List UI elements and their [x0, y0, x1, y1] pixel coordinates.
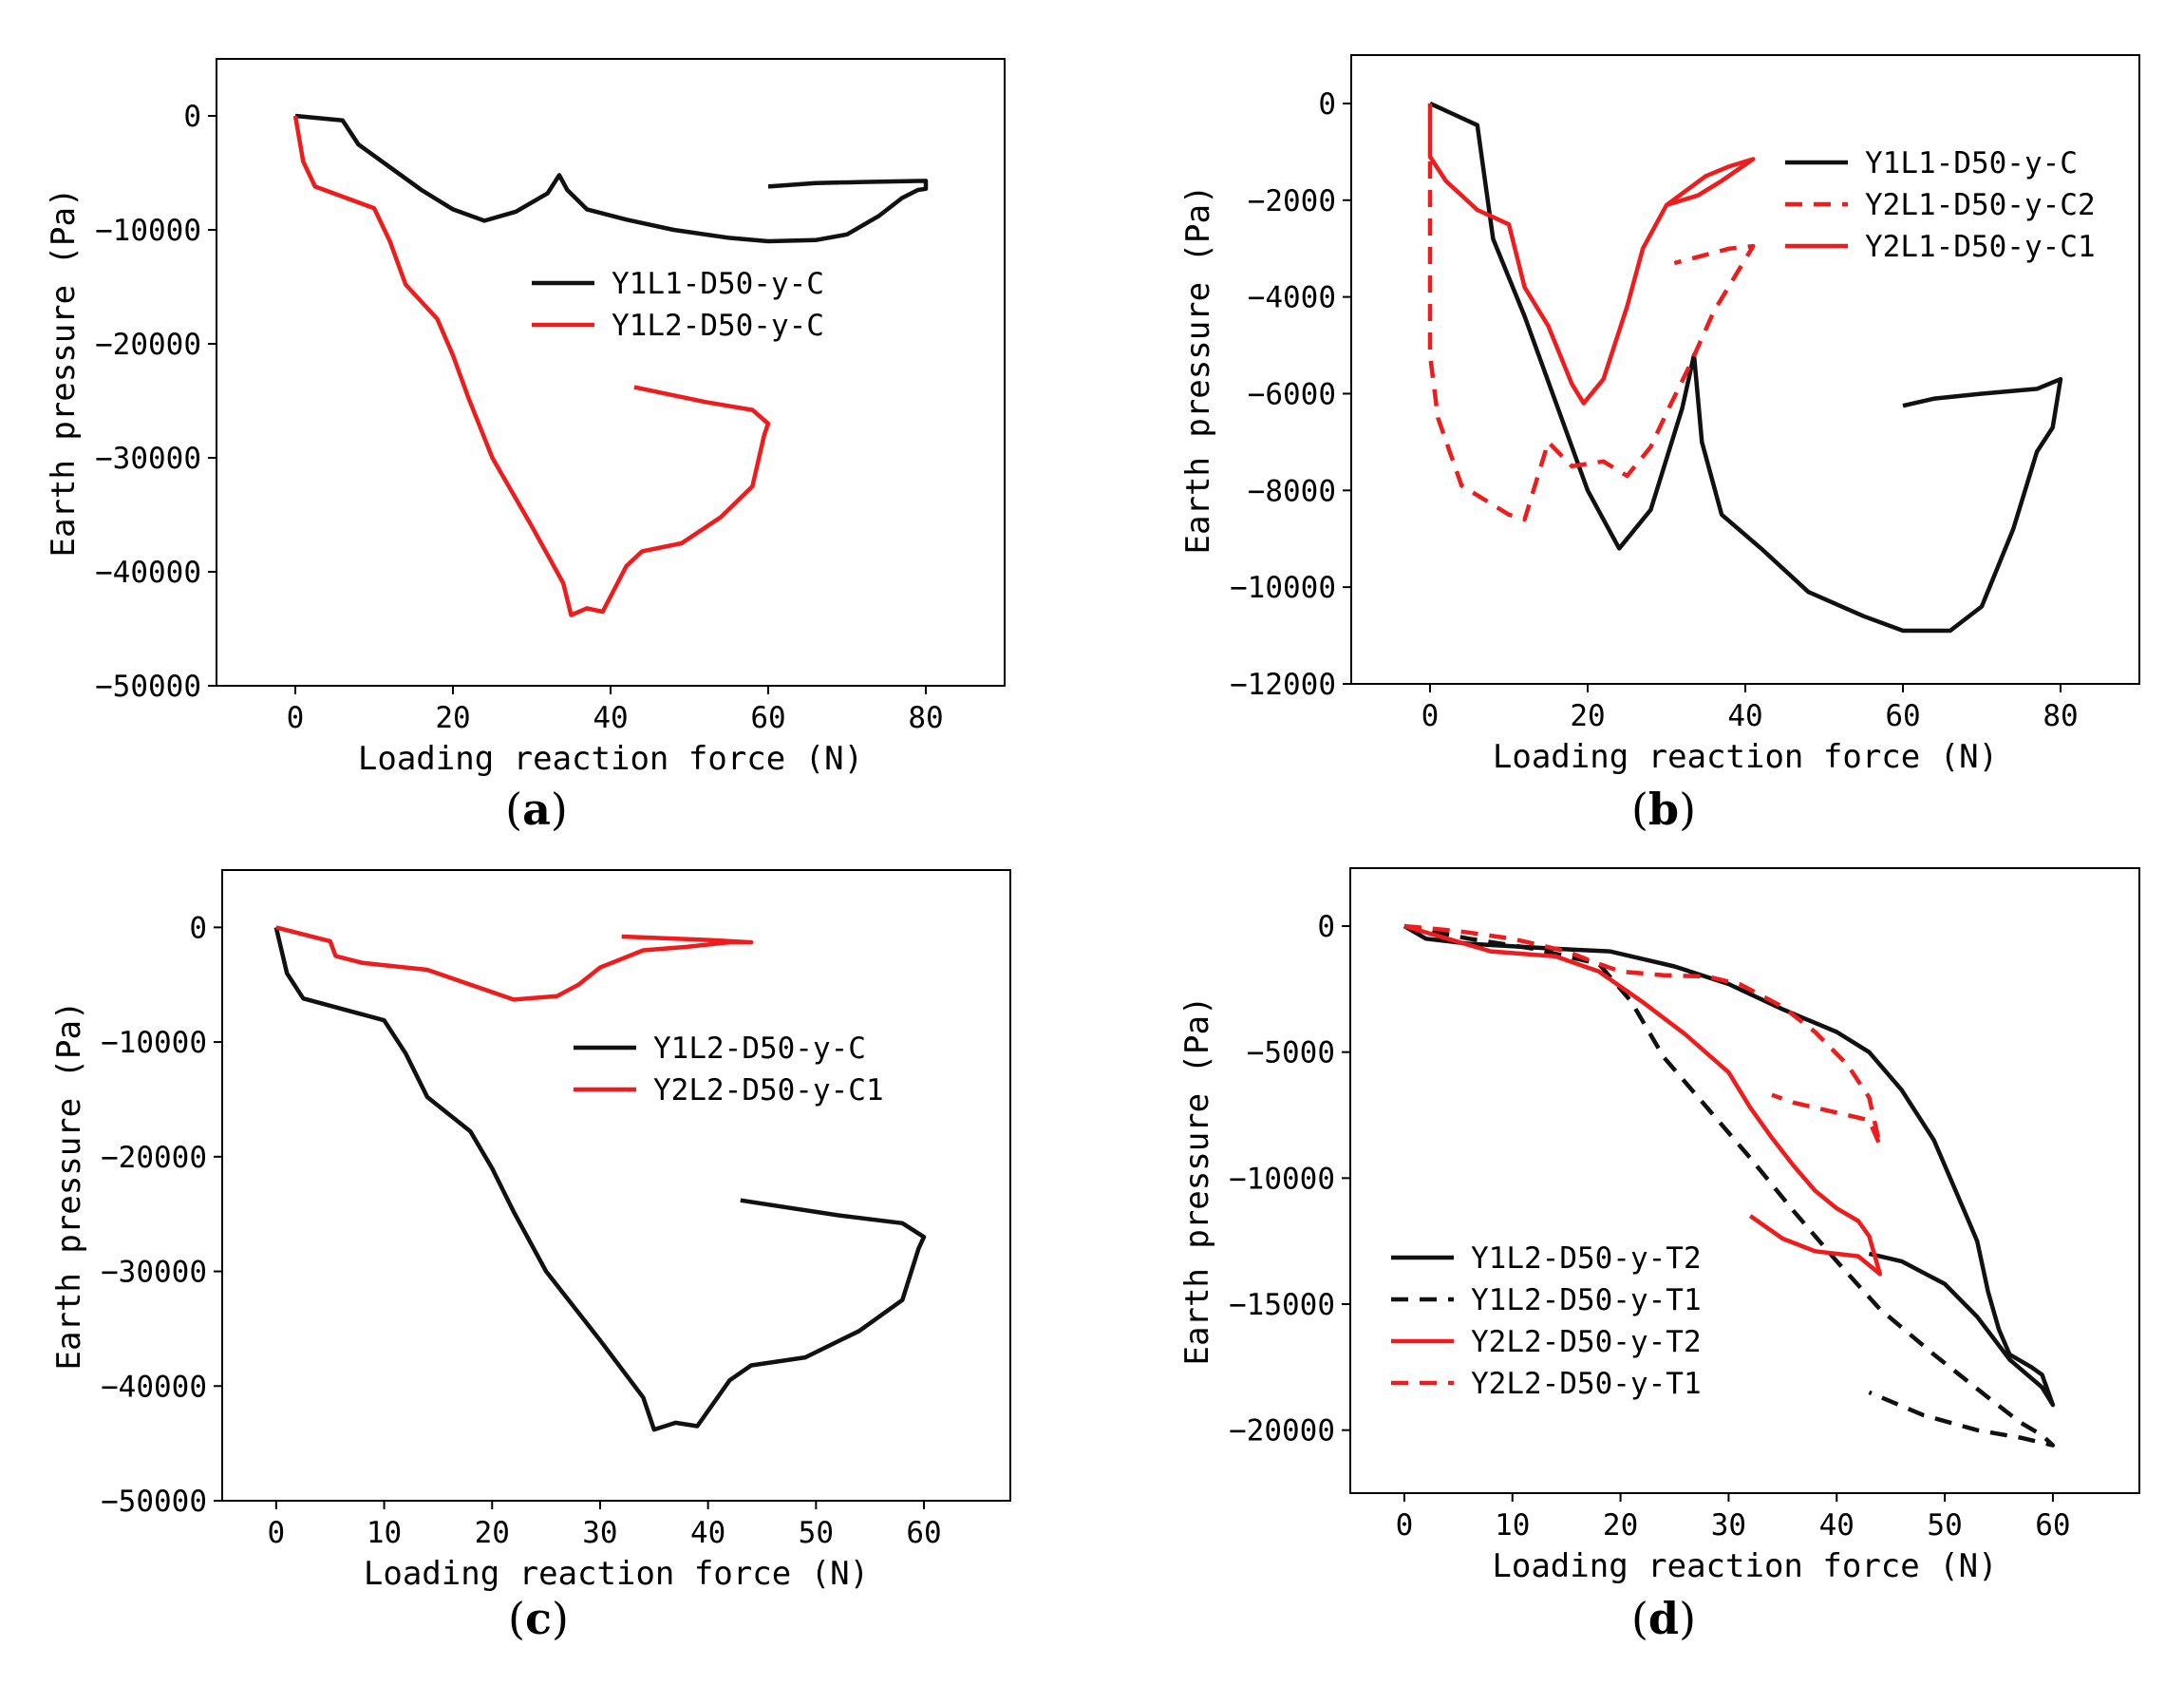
- x-tick-label: 60: [1885, 699, 1920, 733]
- y-tick-label: −10000: [1229, 1162, 1335, 1196]
- x-tick-label: 0: [268, 1516, 286, 1550]
- x-tick-label: 0: [287, 701, 305, 735]
- y-tick-label: 0: [1318, 87, 1336, 122]
- y-tick-label: −8000: [1248, 474, 1336, 508]
- y-tick-label: −30000: [95, 442, 201, 476]
- y-tick-label: −10000: [95, 214, 201, 248]
- series-line-1: [273, 926, 927, 1432]
- series-line-4: [1403, 923, 1883, 1148]
- y-tick-label: −10000: [101, 1026, 207, 1060]
- x-tick-label: 10: [367, 1516, 402, 1550]
- y-tick-label: −5000: [1247, 1036, 1335, 1070]
- x-tick-label: 80: [908, 701, 943, 735]
- series-line-3: [1427, 103, 1756, 406]
- x-axis-label: Loading reaction force (N): [358, 740, 863, 778]
- panel-label: (a): [505, 784, 568, 835]
- y-axis-label: Earth pressure (Pa): [50, 1001, 88, 1371]
- x-tick-label: 40: [1819, 1508, 1855, 1543]
- y-tick-label: 0: [1317, 910, 1335, 944]
- y-tick-label: −20000: [101, 1141, 207, 1175]
- legend-entry: Y2L1-D50-y-C2: [1865, 188, 2096, 222]
- legend-entry: Y1L2-D50-y-C: [612, 309, 824, 343]
- panel-label: (d): [1631, 1593, 1696, 1644]
- y-tick-label: −30000: [101, 1256, 207, 1290]
- x-tick-label: 60: [750, 701, 785, 735]
- series-line-2: [275, 925, 754, 1002]
- series-line-2: [1427, 161, 1756, 522]
- plot-frame: [221, 869, 1011, 1502]
- y-tick-label: −20000: [95, 328, 201, 362]
- x-tick-label: 40: [593, 701, 628, 735]
- legend: Y1L2-D50-y-T2 Y1L2-D50-y-T1 Y2L2-D50-y-T2 Y…: [1391, 1241, 1702, 1401]
- panel-d: 0 10 20 30 40 50 60 0 −5000 −10000 −15000 −20000 Loa…: [1178, 867, 2140, 1644]
- x-axis-label: Loading reaction force (N): [1493, 738, 1998, 776]
- x-tick-label: 40: [1727, 699, 1762, 733]
- y-tick-label: 0: [183, 100, 201, 134]
- plot-frame: [1349, 867, 2140, 1494]
- y-tick-label: −12000: [1230, 668, 1336, 702]
- x-tick-label: 80: [2043, 699, 2078, 733]
- panel-label: (c): [508, 1593, 569, 1644]
- x-tick-label: 10: [1495, 1508, 1530, 1543]
- series-line-1: [294, 113, 929, 244]
- legend-entry: Y1L1-D50-y-C: [1865, 146, 2078, 180]
- x-tick-label: 20: [435, 701, 470, 735]
- legend-entry: Y1L2-D50-y-T2: [1471, 1241, 1702, 1276]
- x-tick-label: 20: [1570, 699, 1605, 733]
- legend-entry: Y2L2-D50-y-T2: [1471, 1325, 1702, 1359]
- legend: Y1L1-D50-y-C Y1L2-D50-y-C: [532, 267, 824, 343]
- series-line-1: [1429, 101, 2063, 634]
- legend-entry: Y2L2-D50-y-C1: [653, 1073, 884, 1108]
- y-tick-label: −10000: [1230, 571, 1336, 605]
- legend-entry: Y2L2-D50-y-T1: [1471, 1367, 1702, 1401]
- x-tick-label: 20: [1603, 1508, 1638, 1543]
- series-line-2: [1403, 923, 2056, 1448]
- series-line-1: [1403, 924, 2056, 1408]
- legend-entry: Y1L1-D50-y-C: [612, 267, 824, 301]
- legend: Y1L2-D50-y-C Y2L2-D50-y-C1: [574, 1032, 884, 1108]
- x-axis-label: Loading reaction force (N): [1492, 1547, 1997, 1585]
- x-tick-label: 40: [690, 1516, 725, 1550]
- x-axis-label: Loading reaction force (N): [364, 1555, 869, 1593]
- y-axis-label: Earth pressure (Pa): [45, 188, 83, 558]
- plot-frame: [216, 58, 1006, 687]
- y-axis-label: Earth pressure (Pa): [1178, 996, 1216, 1366]
- legend: Y1L1-D50-y-C Y2L1-D50-y-C2 Y2L1-D50-y-C1: [1785, 146, 2096, 264]
- x-tick-label: 60: [906, 1516, 941, 1550]
- x-tick-label: 0: [1421, 699, 1440, 733]
- y-tick-label: −15000: [1229, 1288, 1335, 1322]
- panel-a: 0 20 40 60 80 0 −10000 −20000 −30000 −40000 −50000…: [45, 58, 1006, 835]
- x-tick-label: 50: [799, 1516, 834, 1550]
- y-tick-label: −6000: [1248, 377, 1336, 411]
- legend-entry: Y1L2-D50-y-C: [653, 1032, 866, 1066]
- y-tick-label: −2000: [1248, 184, 1336, 218]
- x-tick-label: 20: [475, 1516, 510, 1550]
- y-tick-label: −40000: [101, 1370, 207, 1404]
- legend-entry: Y2L1-D50-y-C1: [1865, 230, 2096, 264]
- y-tick-label: −40000: [95, 556, 201, 590]
- x-tick-label: 0: [1396, 1508, 1414, 1543]
- panel-label: (b): [1631, 784, 1696, 835]
- x-tick-label: 30: [1711, 1508, 1746, 1543]
- x-tick-label: 60: [2035, 1508, 2070, 1543]
- y-tick-label: −50000: [101, 1485, 207, 1519]
- x-tick-label: 30: [582, 1516, 617, 1550]
- panel-b: 0 20 40 60 80 0 −2000 −4000 −6000 −8000 −10000 −120…: [1179, 54, 2140, 835]
- series-line-3: [1403, 923, 1883, 1277]
- y-tick-label: 0: [189, 911, 207, 945]
- y-tick-label: −4000: [1248, 281, 1336, 315]
- series-line-2: [292, 115, 771, 617]
- y-tick-label: −50000: [95, 670, 201, 704]
- x-tick-label: 50: [1927, 1508, 1962, 1543]
- panel-c: 0 10 20 30 40 50 60 0 −10000 −20000 −30000 −40000 −5…: [50, 869, 1011, 1644]
- legend-entry: Y1L2-D50-y-T1: [1471, 1283, 1702, 1317]
- y-tick-label: −20000: [1229, 1414, 1335, 1448]
- y-axis-label: Earth pressure (Pa): [1179, 185, 1217, 555]
